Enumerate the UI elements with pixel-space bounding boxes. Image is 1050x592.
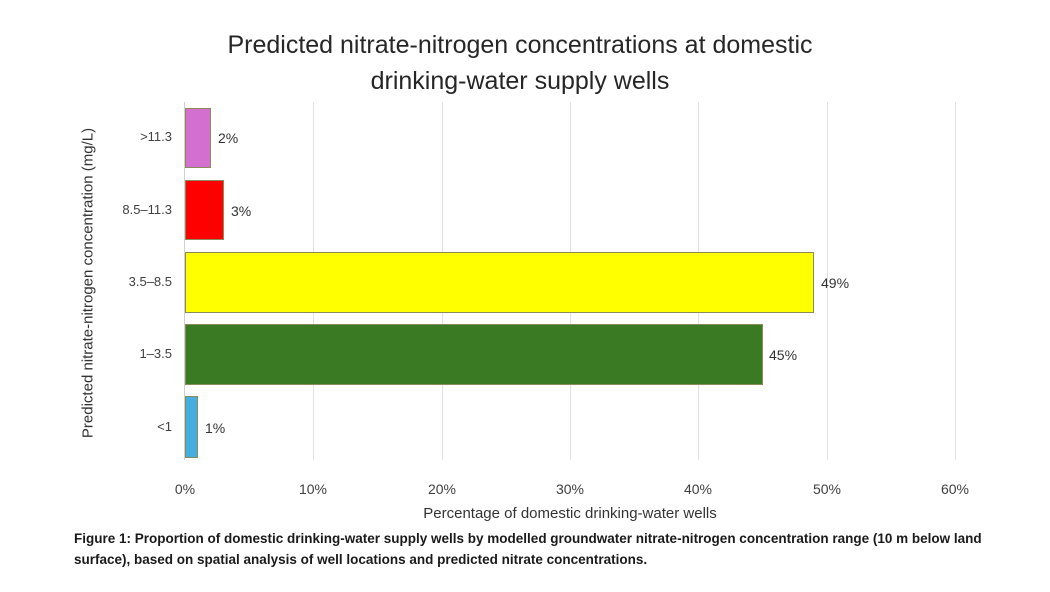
x-tick-label: 50% [812, 481, 842, 497]
figure-caption: Figure 1: Proportion of domestic drinkin… [74, 531, 982, 567]
x-tick-label: 10% [298, 481, 328, 497]
y-axis-title: Predicted nitrate-nitrogen concentration… [79, 127, 97, 439]
bar-8-5-11-3 [185, 180, 224, 240]
category-label: >11.3 [140, 129, 172, 144]
value-label: 49% [821, 275, 850, 291]
x-axis-title: Percentage of domestic drinking-water we… [423, 505, 717, 522]
value-label: 2% [218, 130, 239, 146]
chart-title-line-2: drinking-water supply wells [370, 67, 670, 95]
value-label: 1% [205, 420, 226, 436]
gridline-60 [955, 102, 956, 460]
bar-1-3-5 [185, 324, 763, 385]
x-tick-label: 30% [555, 481, 585, 497]
category-label: 1–3.5 [139, 346, 172, 361]
bar-gt-11-3 [185, 108, 211, 168]
category-label: 8.5–11.3 [122, 202, 172, 217]
value-label: 3% [231, 203, 252, 219]
x-tick-label: 0% [174, 481, 196, 497]
x-tick-label: 40% [683, 481, 713, 497]
value-label: 45% [769, 347, 798, 363]
category-label: <1 [157, 419, 172, 434]
gridline-50 [827, 102, 828, 460]
y-axis-line [184, 102, 185, 460]
chart-title-line-1: Predicted nitrate-nitrogen concentration… [227, 31, 813, 59]
bar-lt-1 [185, 396, 198, 458]
category-label: 3.5–8.5 [128, 274, 172, 289]
bar-3-5-8-5 [185, 252, 814, 313]
x-tick-label: 20% [427, 481, 457, 497]
x-tick-label: 60% [940, 481, 970, 497]
